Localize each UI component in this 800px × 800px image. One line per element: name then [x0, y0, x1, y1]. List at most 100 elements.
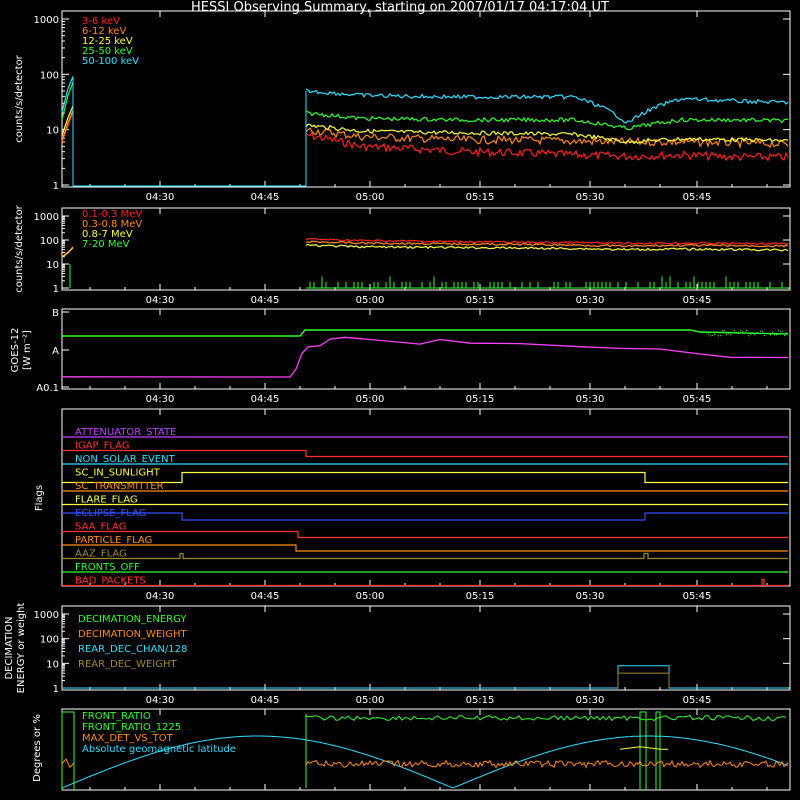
flag-line-11 [62, 578, 788, 587]
panel-2-time-label: 05:45 [683, 394, 712, 405]
rear-dec-weight-line [617, 672, 670, 688]
panel-1-series-2 [305, 243, 789, 252]
panel-1-time-label: 04:45 [251, 295, 280, 306]
panel-4-ytick-label: 100 [40, 635, 59, 646]
goes-long-noise [700, 329, 787, 337]
flag-label-0: ATTENUATOR_STATE [75, 427, 176, 438]
panel-4-time-label: 05:45 [683, 695, 712, 706]
panel-4-time-label: 05:00 [356, 695, 385, 706]
rear-dec-chan-line [62, 665, 788, 689]
flag-label-4: SC_TRANSMITTER [75, 481, 164, 492]
panel-5-legend-2: MAX_DET_VS_TOT [82, 733, 174, 744]
panel-1-series-1 [305, 240, 789, 248]
panel-2-ytick-label: A0.1 [36, 383, 59, 394]
panel-1-legend-1: 0.3-0.8 MeV [82, 219, 142, 230]
panel-0-time-label: 04:45 [251, 192, 280, 203]
panel-5-legend-3: Absolute geomagnetic latitude [82, 744, 236, 755]
panel-1-time-label: 05:30 [576, 295, 605, 306]
panel-1-ytick-label: 1 [53, 284, 59, 295]
panel-2-ytick-label: B [52, 308, 59, 319]
panel-1-ytick-label: 1000 [34, 212, 59, 223]
panel-0-ytick-label: 10 [46, 126, 59, 137]
panel-4-time-label: 05:15 [466, 695, 495, 706]
panel-1-time-label: 04:30 [146, 295, 175, 306]
panel-1-series-2-early [61, 247, 74, 258]
panel-0-ytick-label: 100 [40, 70, 59, 81]
panel-5-legend-1: FRONT_RATIO_1225 [82, 722, 181, 733]
panel-3-time-label: 05:30 [576, 591, 605, 602]
panel-1-time-label: 05:00 [356, 295, 385, 306]
max-det-early [61, 758, 75, 769]
panel-2-time-label: 05:15 [466, 394, 495, 405]
panel-0-series-1-early [61, 109, 74, 142]
panel-4-ytick-label: 10 [46, 659, 59, 670]
flag-label-7: SAA_FLAG [75, 522, 126, 533]
panel-2-ylabel: GOES-12 [10, 328, 21, 373]
flag-label-9: AAZ_FLAG [75, 549, 127, 560]
front-ratio-early [61, 711, 75, 790]
flag-label-5: FLARE_FLAG [75, 495, 138, 506]
panel-4-legend-3: REAR_DEC_WEIGHT [78, 659, 177, 670]
panel-4-ytick-label: 1 [53, 684, 59, 695]
panel-0-series-3-early [61, 81, 74, 120]
flag-line-7 [62, 530, 788, 539]
flag-line-1 [62, 449, 788, 458]
flag-label-1: IGAP_FLAG [75, 441, 130, 452]
panel-1-ylabel: counts/s/detector [14, 204, 25, 292]
panel-3-time-label: 05:45 [683, 591, 712, 602]
panel-1-series-0-early [61, 246, 74, 258]
panel-2-frame [61, 308, 791, 390]
panel-2-time-label: 04:30 [146, 394, 175, 405]
panel-0-ytick-label: 1000 [34, 15, 59, 26]
panel-0-legend-1: 6-12 keV [82, 26, 126, 37]
panel-0-series-3 [305, 110, 789, 131]
panel-1-frame [61, 207, 791, 291]
panel-3-time-label: 04:45 [251, 591, 280, 602]
panel-2-time-label: 04:45 [251, 394, 280, 405]
panel-1-time-label: 05:45 [683, 295, 712, 306]
panel-0-time-label: 05:15 [466, 192, 495, 203]
goes-long-line [62, 329, 789, 337]
panel-4-legend-2: REAR_DEC_CHAN/128 [78, 644, 187, 655]
panel-0-time-label: 04:30 [146, 192, 175, 203]
flag-label-10: FRONTS_OFF [75, 562, 140, 573]
panel-4-ylabel-1: DECIMATION [4, 616, 15, 679]
panel-0-legend-3: 25-50 keV [82, 46, 133, 57]
panel-0-legend-2: 12-25 keV [82, 36, 133, 47]
panel-5-legend-0: FRONT_RATIO [82, 711, 151, 722]
panel-2-time-label: 05:00 [356, 394, 385, 405]
panel-0-ylabel: counts/s/detector [14, 54, 25, 142]
panel-4-legend-0: DECIMATION_ENERGY [78, 614, 187, 625]
panel-0-time-label: 05:30 [576, 192, 605, 203]
panel-4-time-label: 04:45 [251, 695, 280, 706]
flag-label-2: NON_SOLAR_EVENT [75, 454, 176, 465]
flag-line-8 [62, 544, 788, 552]
panel-1-legend-2: 0.8-7 MeV [82, 229, 133, 240]
panel-3-time-label: 05:00 [356, 591, 385, 602]
panel-3-ylabel: Flags [34, 485, 45, 511]
panel-1-ytick-label: 10 [46, 260, 59, 271]
panel-2-time-label: 05:30 [576, 394, 605, 405]
panel-1-legend-3: 7-20 MeV [82, 239, 130, 250]
panel-1-legend-0: 0.1-0.3 MeV [82, 209, 142, 220]
panel-0-time-label: 05:00 [356, 192, 385, 203]
yellow-segment [619, 746, 669, 750]
panel-4-time-label: 04:30 [146, 695, 175, 706]
panel-1-ytick-label: 100 [40, 236, 59, 247]
panel-0-time-label: 05:45 [683, 192, 712, 203]
front-ratio-line [305, 714, 787, 722]
panel-3-time-label: 05:15 [466, 591, 495, 602]
flag-line-3 [62, 471, 788, 484]
front-ratio-spikes [639, 711, 661, 790]
panel-0-frame [61, 10, 791, 188]
panel-1-time-label: 05:15 [466, 295, 495, 306]
panel-0-series-1 [305, 127, 789, 149]
panel-0-series-4-early [61, 76, 74, 113]
panel-0-series-4 [305, 88, 789, 124]
panel-0-legend-0: 3-6 keV [82, 16, 120, 27]
panel-5-ylabel: Degrees or % [32, 714, 43, 782]
panel-2-ylabel-units: [W m⁻²] [22, 330, 33, 370]
flag-line-9 [62, 552, 788, 560]
panel-1-series-0 [305, 237, 789, 246]
